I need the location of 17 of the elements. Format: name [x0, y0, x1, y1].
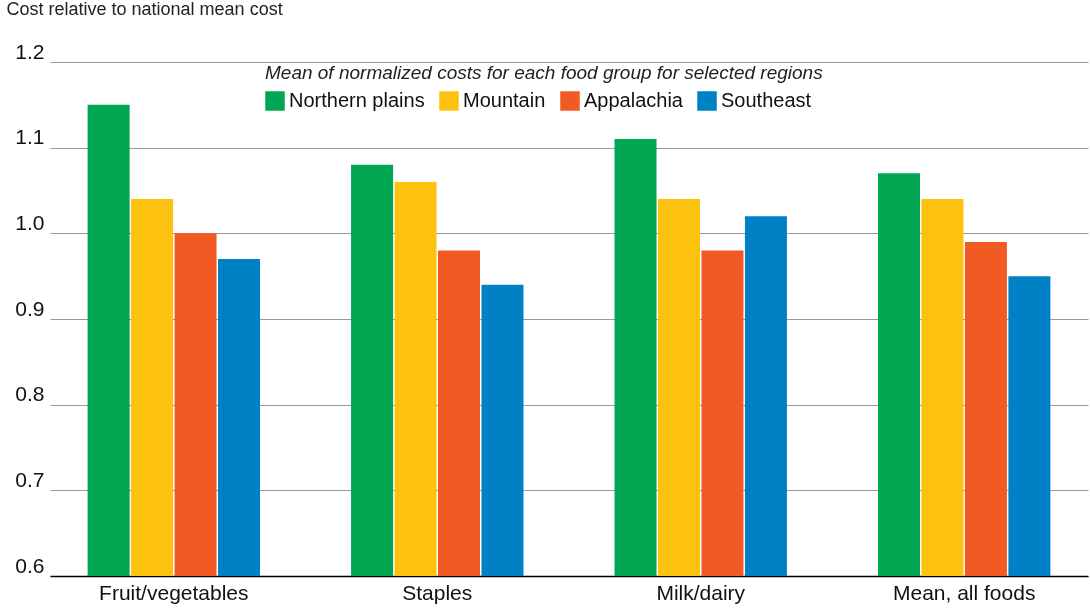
y-axis-title: Cost relative to national mean cost — [6, 0, 283, 19]
x-tick-label: Fruit/vegetables — [99, 580, 249, 604]
y-tick-label: 0.8 — [15, 382, 45, 406]
y-tick-label: 1.2 — [15, 39, 45, 63]
legend-label: Southeast — [721, 89, 812, 111]
legend-label: Northern plains — [289, 89, 425, 111]
y-tick-label: 1.1 — [15, 125, 45, 149]
legend-label: Mountain — [463, 89, 546, 111]
legend-title: Mean of normalized costs for each food group for selected regions — [265, 62, 824, 83]
legend-label: Appalachia — [584, 89, 684, 111]
x-tick-label: Mean, all foods — [892, 580, 1036, 604]
y-tick-label: 0.9 — [15, 296, 45, 320]
y-tick-label: 0.7 — [15, 467, 45, 491]
y-tick-label: 0.6 — [15, 553, 45, 577]
x-tick-label: Milk/dairy — [656, 580, 746, 604]
y-tick-label: 1.0 — [15, 210, 45, 234]
x-tick-label: Staples — [402, 580, 473, 604]
